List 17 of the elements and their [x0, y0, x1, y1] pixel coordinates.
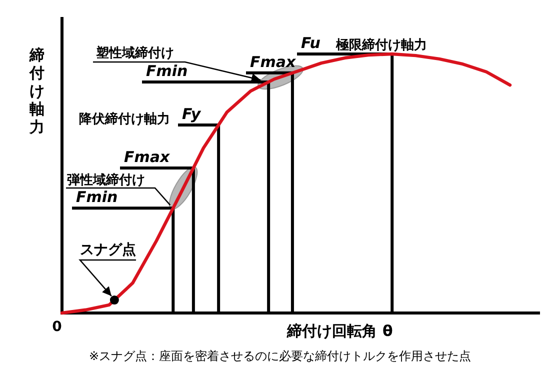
- ref-line-label: Fy: [182, 104, 202, 123]
- ref-line-label: Fmax: [124, 148, 171, 166]
- ref-line-label: Fmin: [76, 188, 118, 206]
- text: 極限締付け軸力: [335, 37, 427, 53]
- x-axis-title: 締付け回転角 θ: [286, 322, 393, 340]
- annotation: 弾性域締付け: [67, 172, 145, 188]
- annotation: 降伏締付け軸力: [79, 111, 170, 127]
- text: ※スナグ点：座面を密着させるのに必要な締付けトルクを作用させた点: [88, 349, 472, 363]
- ref-line-label: Fmin: [146, 62, 188, 80]
- ref-line-label: Fu: [301, 34, 321, 52]
- ref-line: Fy: [178, 104, 220, 313]
- annotation: スナグ点: [80, 242, 136, 258]
- annotation: 塑性域締付け: [95, 45, 174, 61]
- y-axis-title: 締付け軸力: [28, 46, 44, 136]
- ref-line: Fmax: [246, 52, 296, 313]
- text: 0: [52, 319, 62, 335]
- ref-line-label: Fmax: [250, 52, 297, 71]
